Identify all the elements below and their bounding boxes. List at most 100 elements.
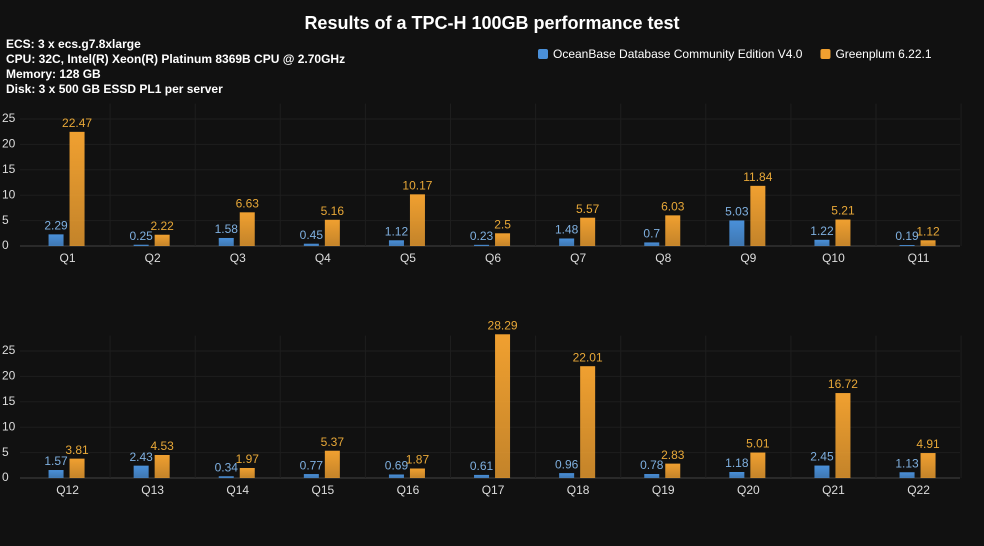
x-tick-label: Q20 [737,483,760,497]
bar [133,465,149,478]
legend-swatch [538,49,548,59]
value-label: 0.61 [470,459,494,473]
value-label: 0.45 [300,228,324,242]
value-label: 0.78 [640,458,664,472]
y-tick-label: 20 [2,369,16,383]
x-tick-label: Q8 [655,251,671,265]
x-tick-label: Q5 [400,251,416,265]
bar [495,334,511,478]
bar [750,185,766,246]
x-tick-label: Q15 [312,483,335,497]
bar [324,450,340,478]
x-tick-label: Q9 [740,251,756,265]
value-label: 22.47 [62,116,92,130]
spec-note: Memory: 128 GB [6,67,101,81]
value-label: 1.87 [406,453,430,467]
value-label: 1.97 [236,452,260,466]
bar [324,219,340,246]
value-label: 0.19 [895,229,919,243]
x-tick-label: Q22 [907,483,930,497]
value-label: 1.18 [725,456,749,470]
value-label: 5.16 [321,204,345,218]
x-tick-label: Q3 [230,251,246,265]
spec-note: Disk: 3 x 500 GB ESSD PL1 per server [6,82,223,96]
value-label: 5.37 [321,435,345,449]
value-label: 0.96 [555,457,579,471]
x-tick-label: Q21 [822,483,845,497]
value-label: 2.45 [810,450,834,464]
x-tick-label: Q18 [567,483,590,497]
value-label: 22.01 [573,350,603,364]
value-label: 2.43 [129,450,153,464]
value-label: 1.48 [555,223,579,237]
bar [750,452,766,478]
value-label: 2.22 [150,219,174,233]
spec-note: ECS: 3 x ecs.g7.8xlarge [6,37,141,51]
bar [665,463,681,478]
x-tick-label: Q10 [822,251,845,265]
y-tick-label: 25 [2,343,16,357]
bar [218,476,234,478]
bar [580,366,596,478]
value-label: 1.58 [215,222,239,236]
x-tick-label: Q6 [485,251,501,265]
y-tick-label: 20 [2,137,16,151]
y-tick-label: 0 [2,238,9,252]
bar [133,244,149,246]
bar [814,239,830,246]
bar [814,465,830,478]
x-tick-label: Q19 [652,483,675,497]
bar [218,237,234,246]
bar [644,474,660,478]
value-label: 4.53 [150,439,174,453]
bar [409,194,425,246]
x-tick-label: Q1 [60,251,76,265]
bar [835,393,851,478]
y-tick-label: 0 [2,470,9,484]
x-tick-label: Q7 [570,251,586,265]
bar [239,212,255,246]
value-label: 2.83 [661,448,685,462]
y-tick-label: 10 [2,419,16,433]
value-label: 5.03 [725,205,749,219]
bar [409,468,425,478]
value-label: 0.7 [643,227,660,241]
x-tick-label: Q11 [908,251,930,265]
value-label: 3.81 [65,443,89,457]
bar [154,234,170,246]
value-label: 4.91 [916,437,940,451]
bar [388,240,404,246]
y-tick-label: 5 [2,213,9,227]
x-tick-label: Q16 [397,483,420,497]
bar [474,474,490,478]
bar [495,233,511,246]
value-label: 1.22 [810,224,834,238]
value-label: 10.17 [402,179,432,193]
x-tick-label: Q13 [141,483,164,497]
bar [239,467,255,478]
bar [48,234,64,246]
bar [920,240,936,246]
y-tick-label: 5 [2,445,9,459]
y-tick-label: 10 [2,187,16,201]
value-label: 5.57 [576,202,600,216]
bar [48,470,64,478]
value-label: 1.57 [44,454,68,468]
y-tick-label: 25 [2,111,16,125]
chart-title: Results of a TPC-H 100GB performance tes… [304,13,679,33]
y-tick-label: 15 [2,162,16,176]
spec-note: CPU: 32C, Intel(R) Xeon(R) Platinum 8369… [6,52,345,66]
bar [474,244,490,246]
value-label: 5.21 [831,204,855,218]
bar [729,220,745,246]
value-label: 0.77 [300,458,324,472]
legend-label: OceanBase Database Community Edition V4.… [553,47,803,61]
bar [580,217,596,246]
value-label: 16.72 [828,377,858,391]
bar [729,472,745,478]
bar [388,474,404,478]
bar [303,474,319,478]
value-label: 0.25 [129,229,153,243]
